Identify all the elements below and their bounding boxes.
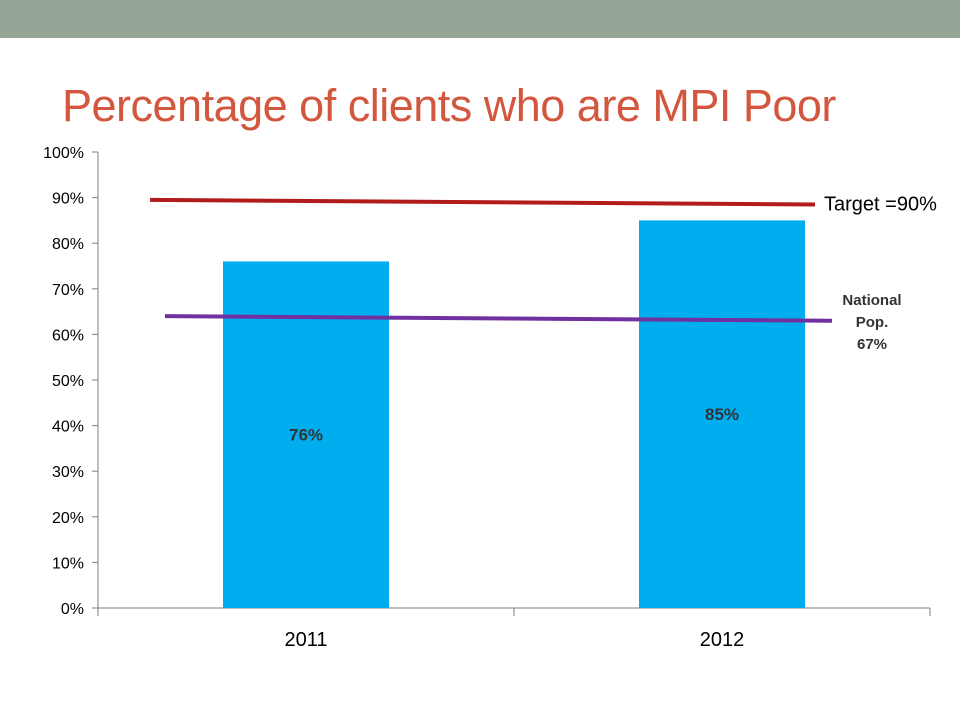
- y-tick-label: 30%: [52, 464, 84, 481]
- national-population-line: [164, 314, 833, 323]
- bar-data-label: 76%: [289, 426, 323, 445]
- y-tick-label: 60%: [52, 327, 84, 344]
- slide-title: Percentage of clients who are MPI Poor: [62, 80, 836, 131]
- x-category-label: 2012: [700, 629, 745, 651]
- y-tick-label: 100%: [43, 145, 84, 162]
- national-population-label-line: 67%: [857, 336, 887, 353]
- y-tick-label: 80%: [52, 236, 84, 253]
- national-population-label-line: National: [842, 292, 901, 309]
- top-bar: [0, 0, 960, 38]
- data-labels: 76% 85%: [289, 405, 739, 445]
- y-tick-label: 90%: [52, 191, 84, 208]
- y-tick-label: 40%: [52, 419, 84, 436]
- y-tick-label: 10%: [52, 555, 84, 572]
- y-tick-label: 50%: [52, 373, 84, 390]
- y-tick-label: 70%: [52, 282, 84, 299]
- national-population-label: National Pop. 67%: [842, 292, 901, 353]
- bar-data-label: 85%: [705, 405, 739, 424]
- reference-lines: Target =90% National Pop. 67%: [149, 193, 937, 353]
- x-axis: 2011 2012: [97, 607, 931, 651]
- y-axis: 0% 10% 20% 30% 40% 50% 60% 70% 80% 90% 100%: [43, 145, 99, 618]
- target-line: [149, 197, 816, 207]
- y-tick-label: 20%: [52, 510, 84, 527]
- national-population-label-line: Pop.: [856, 314, 889, 331]
- target-line-label: Target =90%: [824, 193, 937, 215]
- bar: [639, 220, 805, 608]
- x-category-label: 2011: [284, 629, 327, 651]
- y-tick-label: 0%: [61, 601, 84, 618]
